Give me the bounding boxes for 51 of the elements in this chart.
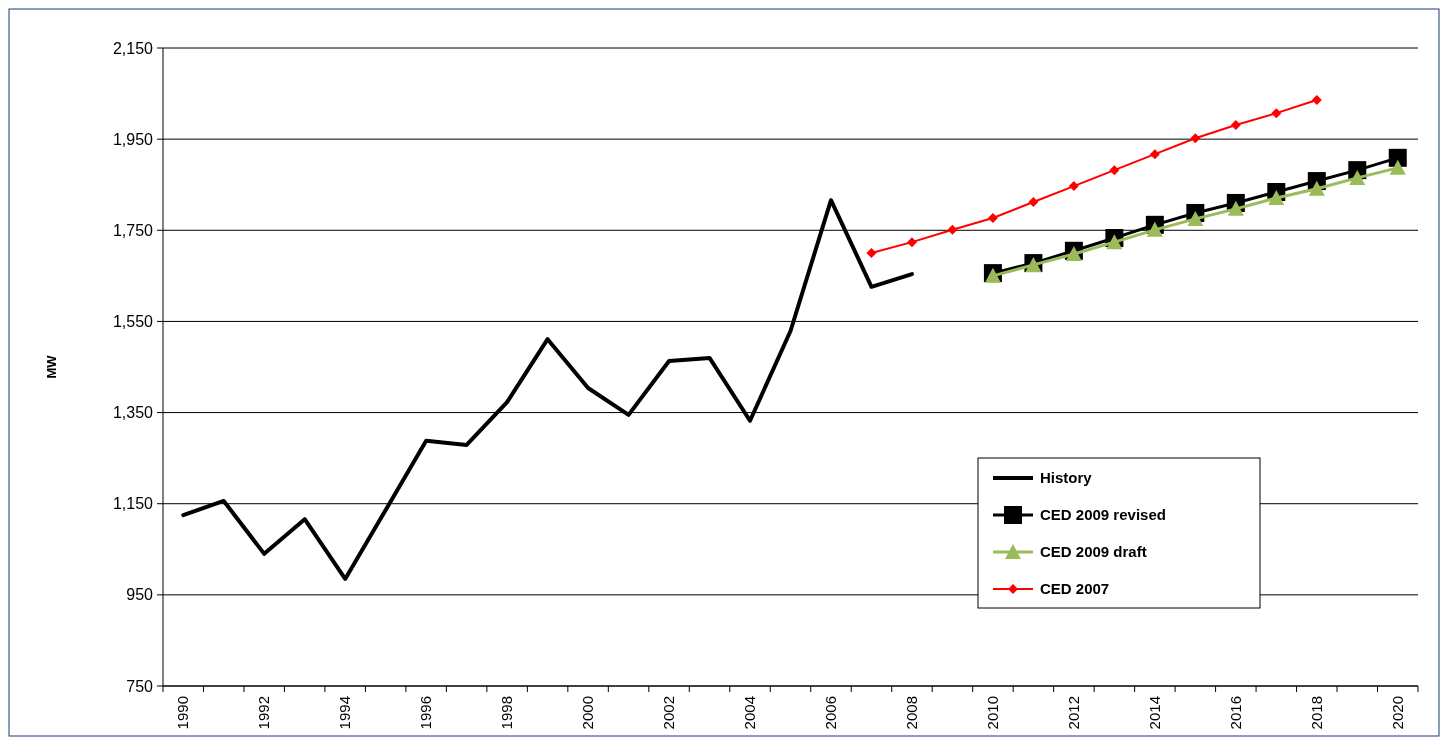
y-tick-label: 750 <box>126 677 154 695</box>
point <box>987 212 998 223</box>
point <box>1311 94 1322 105</box>
x-tick-label: 2012 <box>1064 696 1082 730</box>
legend-label: CED 2009 draft <box>1040 543 1147 561</box>
point <box>1068 181 1079 192</box>
point <box>1388 148 1407 167</box>
x-tick-label: 1994 <box>336 696 354 730</box>
point <box>1349 169 1366 185</box>
x-tick-label: 2014 <box>1145 696 1163 730</box>
x-tick-label: 2008 <box>902 696 920 730</box>
x-tick-label: 2010 <box>983 696 1001 730</box>
legend-label: CED 2009 revised <box>1040 506 1166 524</box>
legend-label: CED 2007 <box>1040 580 1110 598</box>
point <box>1028 197 1039 208</box>
point <box>1109 165 1120 176</box>
point <box>1146 221 1163 237</box>
x-tick-label: 1992 <box>255 696 273 730</box>
point <box>906 237 917 248</box>
y-tick-label: 1,750 <box>112 221 154 239</box>
x-tick-label: 2004 <box>741 696 759 730</box>
point <box>1271 108 1282 119</box>
point <box>1389 159 1406 175</box>
y-tick-label: 1,950 <box>112 130 154 148</box>
point <box>866 248 877 259</box>
point <box>1308 180 1325 196</box>
point <box>947 224 958 235</box>
point <box>1268 189 1285 205</box>
y-tick-label: 1,350 <box>112 404 154 422</box>
y-tick-label: 2,150 <box>112 39 154 57</box>
x-tick-label: 2016 <box>1226 696 1244 730</box>
point <box>1065 245 1082 261</box>
y-tick-label: 1,550 <box>112 313 154 331</box>
point <box>1106 234 1123 250</box>
point <box>1230 120 1241 131</box>
x-tick-label: 2002 <box>660 696 678 730</box>
x-tick-label: 2018 <box>1307 696 1325 730</box>
y-axis-title: MW <box>44 354 59 379</box>
legend-label: History <box>1040 469 1093 487</box>
x-tick-label: 1990 <box>174 696 192 730</box>
point <box>1190 133 1201 144</box>
x-tick-label: 2000 <box>579 696 597 730</box>
x-tick-label: 2020 <box>1388 696 1406 730</box>
y-tick-label: 1,150 <box>112 495 154 513</box>
y-tick-label: 950 <box>126 586 154 604</box>
x-tick-label: 1998 <box>498 696 516 730</box>
point <box>1227 200 1244 216</box>
x-tick-label: 2006 <box>821 696 839 730</box>
point <box>1187 210 1204 226</box>
point <box>1149 149 1160 160</box>
x-tick-label: 1996 <box>417 696 435 730</box>
